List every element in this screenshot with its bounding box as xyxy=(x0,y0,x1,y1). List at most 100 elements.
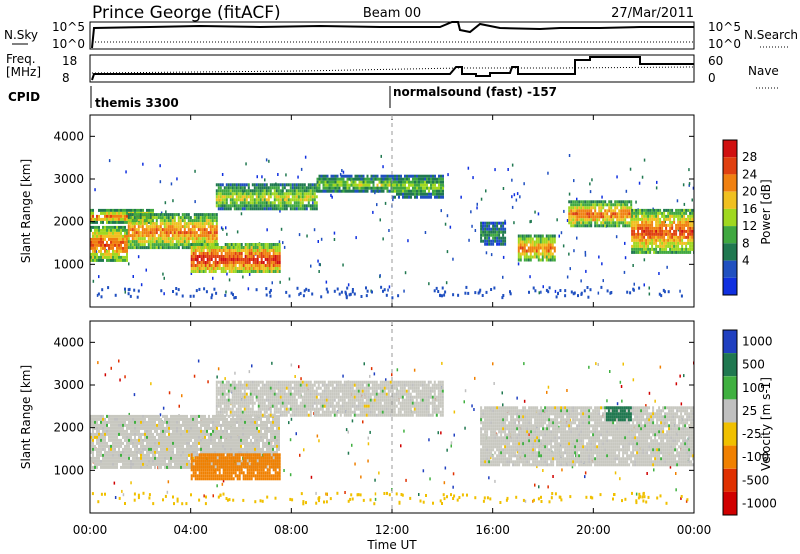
range-cell xyxy=(630,200,633,204)
range-cell xyxy=(543,252,546,256)
range-cell xyxy=(102,255,104,259)
noise-speckle xyxy=(688,182,691,186)
range-cell xyxy=(675,244,678,248)
range-cell xyxy=(663,238,666,242)
range-cell xyxy=(148,465,150,469)
range-cell xyxy=(689,238,692,242)
range-cell xyxy=(416,192,418,196)
noise-speckle xyxy=(376,203,378,207)
range-cell xyxy=(264,249,267,252)
range-cell xyxy=(604,218,607,222)
range-cell xyxy=(267,204,270,208)
range-cell xyxy=(616,224,619,228)
range-cell xyxy=(222,261,225,264)
range-cell xyxy=(295,183,298,187)
range-cell xyxy=(596,203,599,207)
range-cell xyxy=(169,219,172,223)
range-cell xyxy=(208,426,210,430)
range-cell xyxy=(128,465,130,469)
range-cell xyxy=(118,417,120,421)
range-cell xyxy=(519,258,522,262)
range-cell xyxy=(98,444,100,448)
noise-speckle xyxy=(428,438,430,442)
range-cell xyxy=(608,215,611,219)
noise-speckle xyxy=(306,234,308,238)
range-cell xyxy=(665,232,668,236)
range-cell xyxy=(631,220,634,224)
noise-speckle xyxy=(584,250,587,254)
range-cell xyxy=(135,231,138,235)
noise-speckle xyxy=(133,393,136,397)
range-cell xyxy=(289,207,292,211)
range-cell xyxy=(179,228,182,232)
range-cell xyxy=(244,246,247,249)
range-cell xyxy=(154,441,156,445)
range-cell xyxy=(180,438,182,442)
range-cell xyxy=(677,250,680,254)
range-cell xyxy=(147,234,150,238)
range-cell xyxy=(649,214,652,218)
range-cell xyxy=(146,420,148,424)
range-cell xyxy=(223,201,226,205)
range-cell xyxy=(148,462,150,466)
range-cell xyxy=(147,243,150,247)
range-cell xyxy=(281,207,284,211)
noise-speckle xyxy=(256,175,258,179)
range-cell xyxy=(161,234,164,238)
range-cell xyxy=(576,215,579,219)
range-cell xyxy=(163,246,166,250)
range-cell xyxy=(164,456,166,460)
range-cell xyxy=(102,423,104,427)
range-cell xyxy=(655,211,658,215)
range-cell xyxy=(112,258,114,262)
range-cell xyxy=(225,204,228,208)
range-cell xyxy=(274,261,277,264)
range-cell xyxy=(208,267,211,270)
range-cell xyxy=(94,435,96,439)
noise-speckle xyxy=(547,171,549,175)
range-cell xyxy=(226,246,229,249)
range-cell xyxy=(112,240,114,244)
range-cell xyxy=(285,192,288,196)
range-cell xyxy=(152,441,154,445)
range-cell xyxy=(174,441,176,445)
range-cell xyxy=(572,209,575,213)
range-cell xyxy=(582,212,585,216)
range-cell xyxy=(500,221,503,225)
range-cell xyxy=(156,417,158,421)
range-cell xyxy=(96,456,98,460)
near-range-cell xyxy=(338,292,341,296)
range-cell xyxy=(130,447,132,451)
range-cell xyxy=(102,234,104,238)
range-cell xyxy=(138,447,140,451)
range-cell xyxy=(553,240,556,244)
range-cell xyxy=(181,231,184,235)
range-cell xyxy=(185,216,188,220)
range-cell xyxy=(157,246,160,250)
range-cell xyxy=(166,456,168,460)
range-cell xyxy=(293,189,296,193)
range-cell xyxy=(210,417,212,421)
range-cell xyxy=(94,237,96,241)
range-cell xyxy=(118,249,120,253)
range-cell xyxy=(118,255,120,259)
range-cell xyxy=(225,192,228,196)
range-cell xyxy=(390,183,393,187)
range-cell xyxy=(96,237,98,241)
range-cell xyxy=(110,252,112,256)
range-cell xyxy=(106,444,108,448)
range-cell xyxy=(94,217,96,221)
range-cell xyxy=(253,204,256,208)
range-cell xyxy=(90,456,92,460)
range-cell xyxy=(614,224,617,228)
range-cell xyxy=(160,444,162,448)
range-cell xyxy=(519,255,522,259)
range-cell xyxy=(188,444,190,448)
range-cell xyxy=(574,224,577,228)
range-cell xyxy=(232,438,234,442)
range-cell xyxy=(270,270,273,273)
noise-speckle xyxy=(164,201,167,205)
range-cell xyxy=(136,438,138,442)
range-cell xyxy=(537,246,540,250)
range-cell xyxy=(523,246,526,250)
